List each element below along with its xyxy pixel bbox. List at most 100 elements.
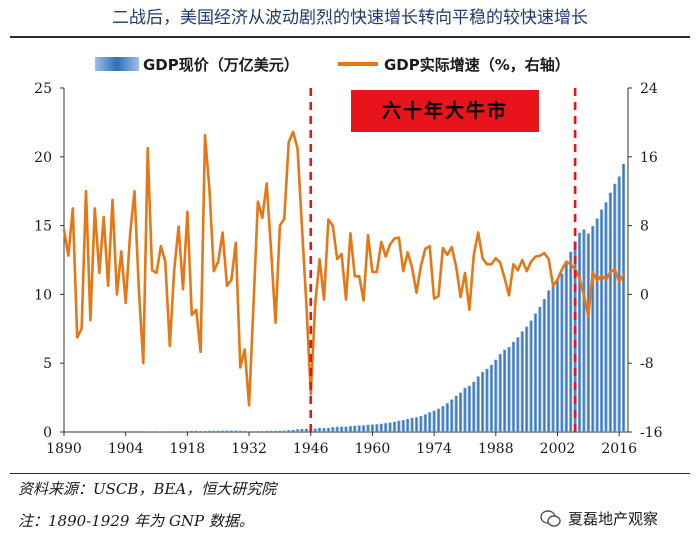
- gdp-bar: [322, 428, 326, 432]
- gdp-bar: [432, 410, 436, 432]
- gdp-bar: [335, 426, 339, 432]
- gdp-bar: [190, 430, 194, 432]
- gdp-bar: [225, 430, 229, 432]
- gdp-bar: [428, 412, 432, 432]
- gdp-bar: [287, 430, 291, 432]
- gdp-bar: [172, 431, 176, 432]
- title-divider: [10, 36, 690, 38]
- gdp-bar: [414, 417, 419, 432]
- gdp-bar: [150, 431, 154, 432]
- gdp-bar: [357, 425, 361, 432]
- gdp-bar: [278, 430, 282, 432]
- gdp-bar: [529, 320, 533, 432]
- line-series-group: [62, 130, 625, 407]
- gdp-bar: [485, 368, 489, 432]
- gdp-bar: [560, 273, 564, 432]
- legend-label-gdp-growth: GDP实际增速（%，右轴）: [384, 55, 570, 74]
- footer-divider: [10, 473, 690, 474]
- gdp-bar: [168, 431, 172, 432]
- gdp-bar: [304, 428, 308, 432]
- gdp-bar: [450, 399, 454, 432]
- gdp-bar: [282, 430, 286, 432]
- gdp-bar: [599, 209, 604, 432]
- chart-title: 二战后，美国经济从波动剧烈的快速增长转向平稳的较快速增长: [112, 8, 588, 28]
- gdp-bar: [551, 285, 555, 432]
- data-note: 注：1890-1929 年为 GNP 数据。: [18, 512, 254, 530]
- gdp-bar: [247, 431, 251, 432]
- gdp-bar: [595, 218, 599, 432]
- gdp-bar: [146, 431, 150, 432]
- y-right-tick-label: 16: [640, 150, 658, 166]
- gdp-bar: [476, 376, 480, 432]
- x-tick-label: 1960: [355, 441, 391, 457]
- gdp-bar: [410, 417, 414, 432]
- legend-label-gdp-nominal: GDP现价（万亿美元）: [143, 55, 299, 74]
- gdp-bar: [265, 430, 269, 432]
- gdp-bar: [613, 183, 617, 432]
- x-tick-label: 1974: [416, 441, 452, 457]
- gdp-bar: [525, 326, 529, 432]
- gdp-bar: [397, 420, 401, 432]
- gdp-bar: [260, 431, 264, 432]
- y-left-tick-label: 25: [34, 81, 52, 97]
- gdp-bar: [163, 431, 167, 432]
- gdp-bar: [256, 431, 260, 432]
- gdp-bar: [419, 416, 423, 432]
- gdp-growth-line: [62, 130, 625, 407]
- y-left-tick-label: 10: [34, 287, 52, 303]
- gdp-bar: [331, 427, 335, 432]
- x-tick-label: 1946: [293, 441, 329, 457]
- gdp-bar: [185, 431, 189, 432]
- gdp-bar: [348, 426, 352, 432]
- x-tick-label: 1904: [108, 441, 144, 457]
- gdp-bar: [353, 425, 357, 432]
- wechat-icon: [540, 509, 561, 527]
- gdp-bar: [234, 430, 238, 432]
- x-tick-label: 1988: [478, 441, 514, 457]
- gdp-bar: [291, 429, 295, 432]
- gdp-bar: [511, 342, 516, 432]
- gdp-bar: [458, 392, 463, 432]
- y-left-tick-label: 5: [43, 356, 52, 372]
- gdp-bar: [533, 313, 538, 432]
- watermark: 夏磊地产观察: [540, 508, 658, 529]
- gdp-bar: [212, 430, 216, 432]
- gdp-bar: [538, 306, 542, 432]
- gdp-bar: [295, 429, 300, 432]
- gdp-bar: [569, 251, 573, 432]
- gdp-bar: [379, 423, 383, 432]
- gdp-bar: [617, 176, 621, 432]
- source-note: 资料来源：USCB，BEA，恒大研究院: [18, 480, 277, 498]
- gdp-bar: [340, 426, 344, 432]
- gdp-bar: [463, 387, 467, 432]
- gdp-bar: [392, 421, 397, 432]
- x-tick-label: 2002: [540, 441, 576, 457]
- gdp-bar: [326, 427, 330, 432]
- gdp-bar: [194, 430, 198, 432]
- y-right-tick-label: 8: [640, 219, 649, 235]
- gdp-bar: [199, 431, 203, 432]
- gdp-bar: [251, 431, 256, 432]
- gdp-bar: [520, 331, 524, 432]
- gdp-bar: [273, 430, 278, 432]
- gdp-bar: [344, 426, 348, 432]
- gdp-bar: [498, 354, 502, 432]
- x-tick-label: 2016: [601, 441, 637, 457]
- gdp-bar: [608, 192, 612, 432]
- gdp-bar: [229, 430, 234, 432]
- gdp-bar: [401, 420, 405, 432]
- gdp-bar: [238, 430, 242, 432]
- x-tick-label: 1918: [170, 441, 206, 457]
- gdp-bar: [375, 424, 379, 432]
- gdp-bar: [573, 241, 577, 432]
- vertical-markers-group: [309, 88, 577, 432]
- tick-labels-group: 0 5 10 15 20 25 -16 -8 0 8 16 24 1890 1904 1918 1932 194…: [34, 81, 662, 457]
- y-right-tick-label: -8: [640, 356, 654, 372]
- gdp-bar: [547, 290, 551, 432]
- gdp-bar: [317, 428, 322, 432]
- gdp-bar: [362, 425, 366, 432]
- legend-line-swatch: [338, 62, 378, 66]
- gdp-bar: [176, 431, 181, 432]
- legend-item-gdp-nominal: GDP现价（万亿美元）: [95, 52, 299, 76]
